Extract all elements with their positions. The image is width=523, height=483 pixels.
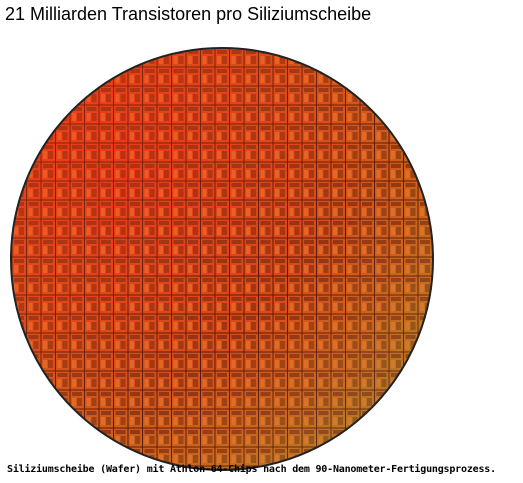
title: 21 Milliarden Transistoren pro Siliziums… xyxy=(5,4,372,24)
caption: Siliziumscheibe (Wafer) mit Athlon-64-Ch… xyxy=(7,464,496,475)
